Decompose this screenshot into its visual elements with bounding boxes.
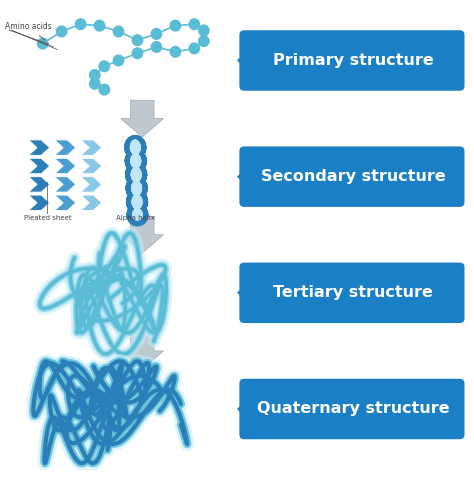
Text: Quaternary structure: Quaternary structure xyxy=(257,402,449,416)
Circle shape xyxy=(56,26,67,37)
Polygon shape xyxy=(81,140,102,155)
Polygon shape xyxy=(28,195,50,211)
Circle shape xyxy=(113,55,124,66)
Polygon shape xyxy=(237,388,258,430)
Polygon shape xyxy=(55,195,76,211)
Circle shape xyxy=(170,20,181,31)
Circle shape xyxy=(189,43,200,54)
Circle shape xyxy=(99,61,109,72)
Polygon shape xyxy=(55,177,76,192)
Text: Pleated sheet: Pleated sheet xyxy=(24,215,71,221)
Polygon shape xyxy=(237,272,258,314)
Circle shape xyxy=(90,70,100,80)
Polygon shape xyxy=(121,333,164,369)
Polygon shape xyxy=(55,140,76,155)
Polygon shape xyxy=(121,100,164,137)
Circle shape xyxy=(170,46,181,57)
Text: Primary structure: Primary structure xyxy=(273,53,434,68)
Polygon shape xyxy=(28,177,50,192)
FancyBboxPatch shape xyxy=(239,262,465,323)
Circle shape xyxy=(132,35,143,45)
Polygon shape xyxy=(28,158,50,174)
Polygon shape xyxy=(121,216,164,253)
FancyBboxPatch shape xyxy=(239,30,465,91)
Polygon shape xyxy=(81,158,102,174)
FancyBboxPatch shape xyxy=(239,146,465,207)
Polygon shape xyxy=(55,158,76,174)
Circle shape xyxy=(151,42,162,52)
Text: Alpha helix: Alpha helix xyxy=(116,215,155,221)
Circle shape xyxy=(75,19,86,30)
Text: Secondary structure: Secondary structure xyxy=(261,169,446,184)
Circle shape xyxy=(99,84,109,95)
Circle shape xyxy=(199,36,209,46)
Circle shape xyxy=(113,26,124,37)
Polygon shape xyxy=(81,195,102,211)
FancyBboxPatch shape xyxy=(239,378,465,439)
Circle shape xyxy=(189,19,200,30)
Polygon shape xyxy=(28,140,50,155)
Circle shape xyxy=(199,25,209,36)
Circle shape xyxy=(151,29,162,39)
Circle shape xyxy=(94,20,105,31)
Polygon shape xyxy=(237,155,258,198)
Circle shape xyxy=(132,48,143,59)
Circle shape xyxy=(90,78,100,89)
Circle shape xyxy=(37,38,48,49)
Polygon shape xyxy=(237,39,258,82)
Text: Tertiary structure: Tertiary structure xyxy=(273,286,433,300)
Text: Amino acids: Amino acids xyxy=(5,22,52,40)
Polygon shape xyxy=(81,177,102,192)
